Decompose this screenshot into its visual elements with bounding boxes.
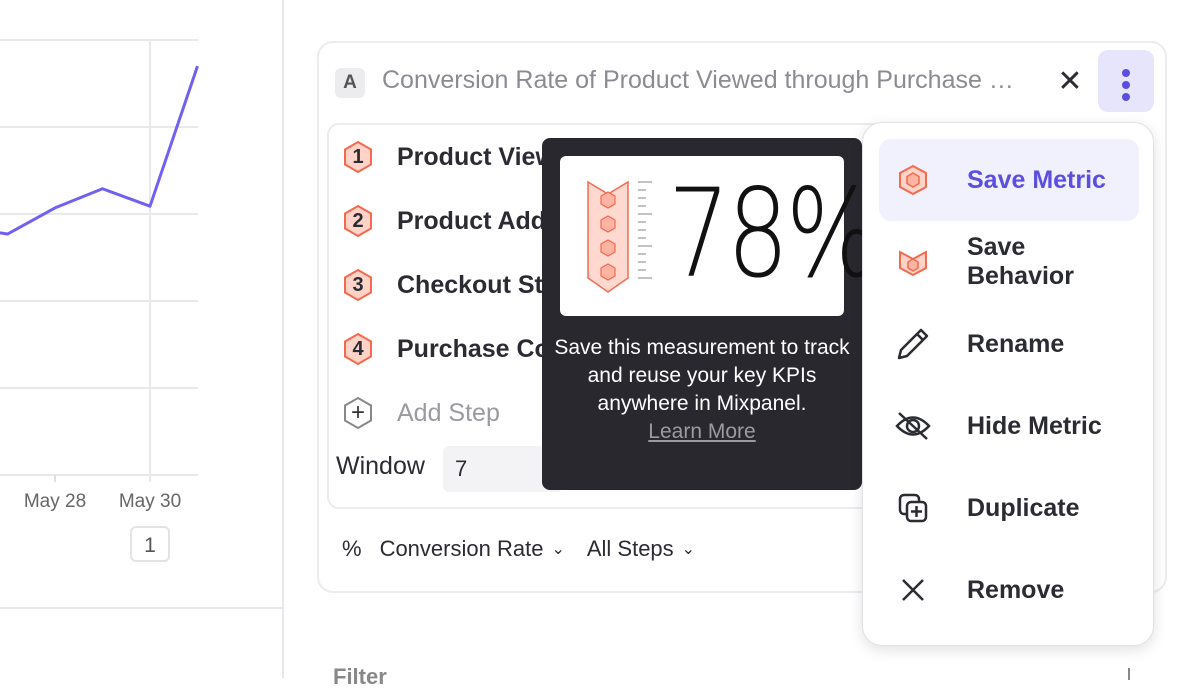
options-menu: Save Metric Save Behavior Rename Hide Metri… xyxy=(862,122,1154,646)
percent-value: 78% xyxy=(668,163,879,305)
line-chart: May 28 May 30 1 xyxy=(0,39,199,562)
percent-icon: % xyxy=(342,536,362,561)
close-metric-button[interactable]: ✕ xyxy=(1057,65,1083,98)
learn-more-link[interactable]: Learn More xyxy=(648,420,756,443)
chevron-down-icon: ⌄ xyxy=(681,541,696,558)
more-options-button[interactable] xyxy=(1098,50,1154,112)
measure-row: % Conversion Rate ⌄ All Steps ⌄ xyxy=(342,536,709,562)
behavior-icon xyxy=(893,242,933,282)
menu-item-rename[interactable]: Rename xyxy=(879,303,1139,385)
funnel-ruler-icon xyxy=(587,180,652,293)
add-icon: + xyxy=(342,396,374,430)
add-filter-icon[interactable] xyxy=(1128,668,1130,680)
step-number-icon: 2 xyxy=(342,204,374,238)
menu-item-label: Remove xyxy=(967,575,1065,604)
menu-item-label: Duplicate xyxy=(967,493,1080,522)
step-label: Product Added xyxy=(397,206,547,235)
x-tick-label: May 28 xyxy=(24,491,86,512)
step-number-icon: 3 xyxy=(342,268,374,302)
menu-item-remove[interactable]: Remove xyxy=(879,549,1139,631)
eye-off-icon xyxy=(893,406,933,446)
step-number-icon: 4 xyxy=(342,332,374,366)
panel-divider xyxy=(282,0,284,678)
chart-divider xyxy=(0,607,283,609)
filter-heading: Filter xyxy=(333,664,387,689)
measure-dropdown[interactable]: Conversion Rate xyxy=(379,536,544,561)
step-number-icon: 1 xyxy=(342,140,374,174)
steps-scope-dropdown[interactable]: All Steps xyxy=(586,536,674,561)
menu-item-label: Save Behavior xyxy=(966,233,1074,290)
hexagon-metric-icon xyxy=(893,160,933,200)
metric-illustration: 78% xyxy=(560,156,879,316)
tooltip-text: Save this measurement to track and reuse… xyxy=(554,336,850,415)
menu-item-save-metric[interactable]: Save Metric xyxy=(879,139,1139,221)
duplicate-icon xyxy=(893,488,933,528)
metric-title[interactable]: Conversion Rate of Product Viewed throug… xyxy=(382,66,1022,94)
funnel-step[interactable]: 1 Product Viewed xyxy=(342,140,547,174)
step-label: Product Viewed xyxy=(397,142,547,171)
menu-item-duplicate[interactable]: Duplicate xyxy=(879,467,1139,549)
menu-item-label: Save Metric xyxy=(967,165,1106,194)
metric-letter-badge: A xyxy=(335,68,365,98)
add-step-button[interactable]: + Add Step xyxy=(342,396,500,430)
chevron-down-icon: ⌄ xyxy=(551,541,565,558)
step-label: Purchase Completed xyxy=(397,334,547,363)
menu-item-save-behavior[interactable]: Save Behavior xyxy=(879,221,1139,303)
funnel-step[interactable]: 4 Purchase Completed xyxy=(342,332,547,366)
funnel-step[interactable]: 2 Product Added xyxy=(342,204,547,238)
annotation-label: 1 xyxy=(144,534,156,557)
annotation-badge[interactable] xyxy=(130,526,170,562)
add-step-label: Add Step xyxy=(397,398,500,427)
x-icon xyxy=(893,570,933,610)
step-label: Checkout Started xyxy=(397,270,547,299)
window-label: Window xyxy=(336,452,425,480)
save-metric-tooltip: 78% Save this measurement to track and r… xyxy=(542,138,879,490)
x-tick-label: May 30 xyxy=(119,491,181,512)
funnel-step[interactable]: 3 Checkout Started xyxy=(342,268,547,302)
series-line[interactable] xyxy=(0,65,199,236)
menu-item-hide-metric[interactable]: Hide Metric xyxy=(879,385,1139,467)
menu-item-label: Hide Metric xyxy=(967,411,1102,440)
pencil-icon xyxy=(893,324,933,364)
menu-item-label: Rename xyxy=(967,329,1065,358)
